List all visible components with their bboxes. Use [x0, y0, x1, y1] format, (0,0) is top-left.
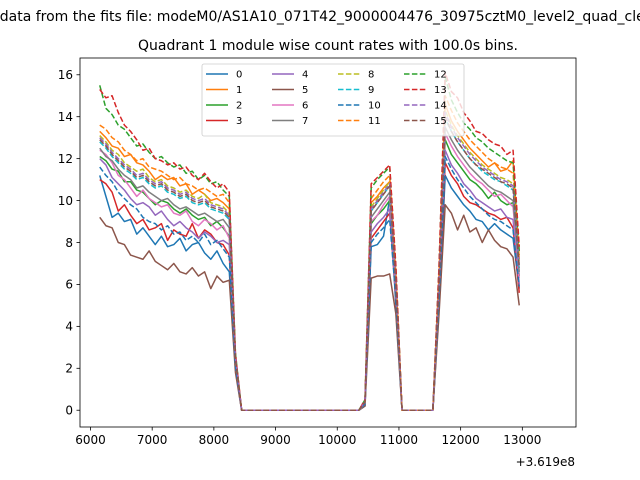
- legend-label-12: 12: [434, 70, 447, 81]
- legend-label-3: 3: [236, 116, 242, 127]
- legend-label-14: 14: [434, 101, 447, 112]
- x-offset-label: +3.619e8: [516, 455, 575, 469]
- x-tick-label: 10000: [318, 433, 356, 447]
- y-tick-label: 4: [65, 320, 73, 334]
- x-tick-label: 12000: [442, 433, 480, 447]
- legend-label-6: 6: [302, 101, 308, 112]
- x-tick-label: 9000: [260, 433, 291, 447]
- legend-label-1: 1: [236, 85, 242, 96]
- legend-label-7: 7: [302, 116, 308, 127]
- y-tick-label: 2: [65, 362, 73, 376]
- y-tick-label: 16: [58, 68, 73, 82]
- legend-label-0: 0: [236, 70, 242, 81]
- legend-label-8: 8: [368, 70, 374, 81]
- y-tick-label: 8: [65, 236, 73, 250]
- chart-title: Quadrant 1 module wise count rates with …: [138, 38, 518, 54]
- legend-label-13: 13: [434, 85, 447, 96]
- axes: 6000 7000 8000 9000 10000 11000 12000 13000 0 2 4 6…: [58, 57, 577, 447]
- y-tick-label: 6: [65, 278, 73, 292]
- y-tick-label: 14: [58, 110, 73, 124]
- legend-label-2: 2: [236, 101, 242, 112]
- y-tick-label: 10: [58, 194, 73, 208]
- y-tick-label: 0: [65, 404, 73, 418]
- legend-label-4: 4: [302, 70, 308, 81]
- legend-box: [201, 63, 465, 137]
- x-tick-label: 13000: [503, 433, 541, 447]
- x-tick-label: 8000: [199, 433, 230, 447]
- x-tick-label: 7000: [137, 433, 168, 447]
- legend-label-15: 15: [434, 116, 447, 127]
- y-tick-label: 12: [58, 152, 73, 166]
- legend-label-9: 9: [368, 85, 374, 96]
- legend-label-5: 5: [302, 85, 308, 96]
- x-tick-label: 6000: [75, 433, 106, 447]
- x-tick-label: 11000: [380, 433, 418, 447]
- legend-label-11: 11: [368, 116, 381, 127]
- series-line-14: [99, 111, 520, 411]
- legend-label-10: 10: [368, 101, 381, 112]
- chart-suptitle: Plot of data from the fits file: modeM0/…: [0, 9, 640, 25]
